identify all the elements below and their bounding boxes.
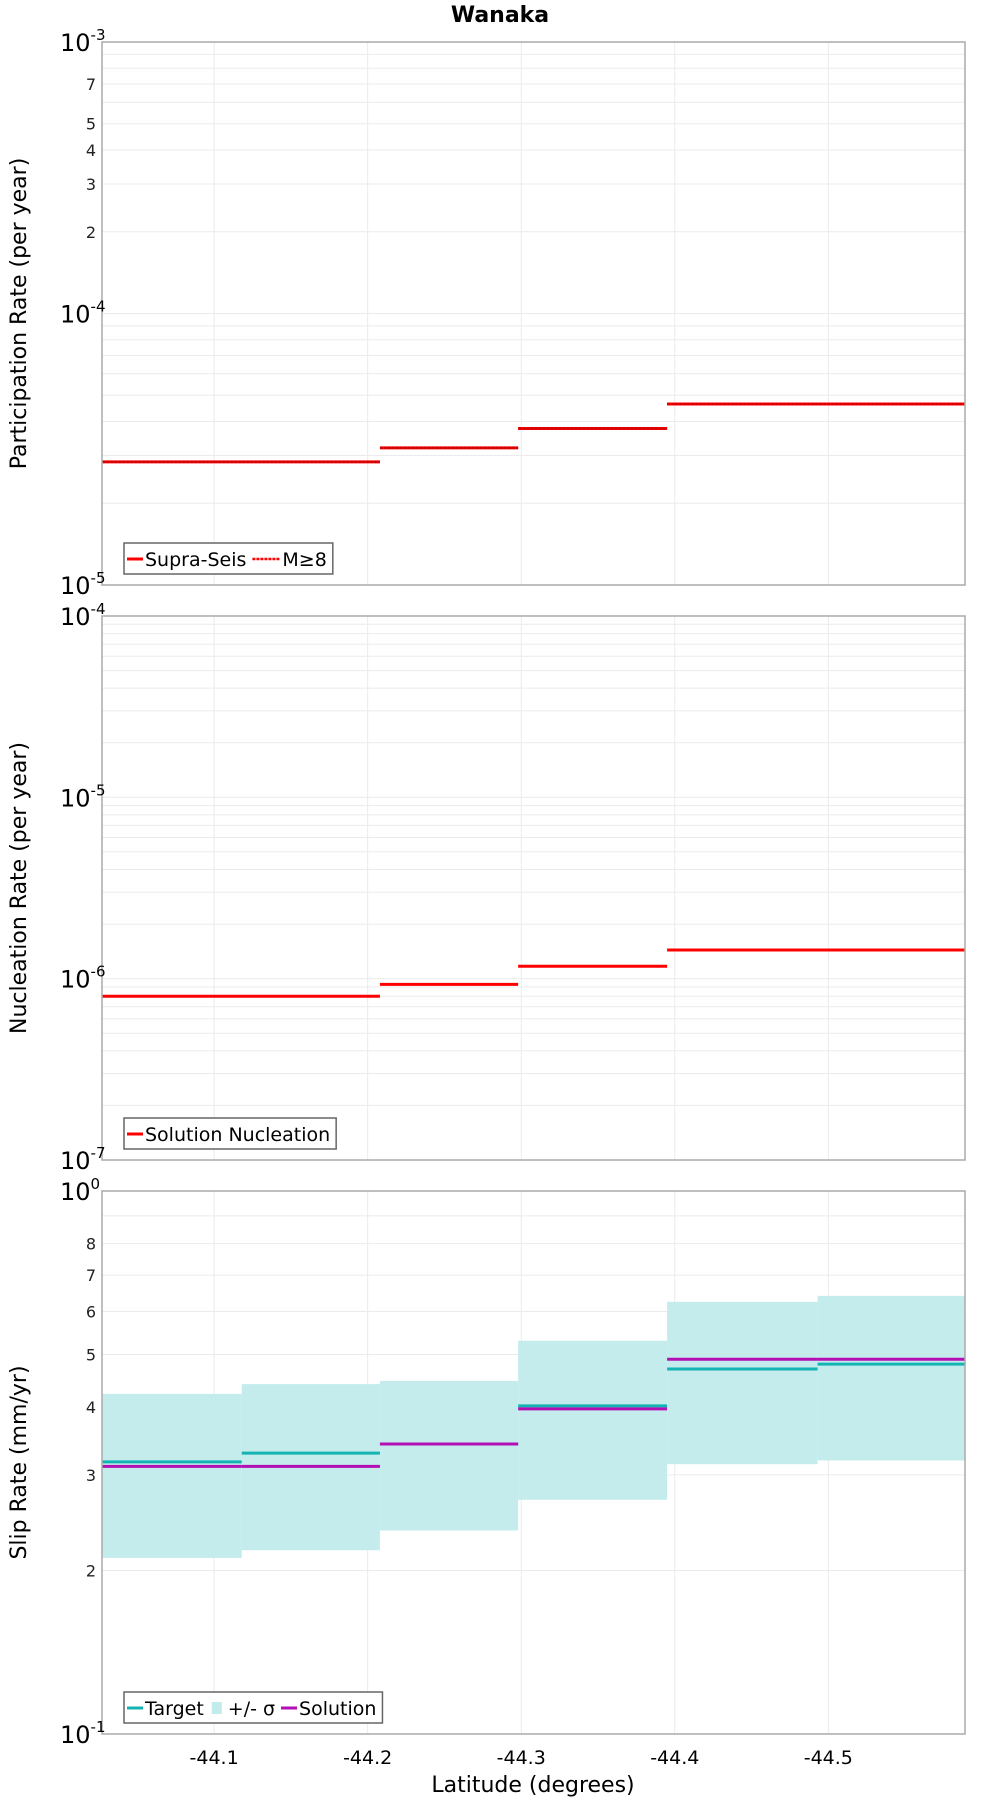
x-axis-label: Latitude (degrees)	[431, 1773, 634, 1798]
plot-frame	[101, 1190, 966, 1735]
y-minor-tick-label: 2	[86, 223, 96, 242]
legend-label: +/- σ	[228, 1698, 275, 1720]
legend-label: Target	[144, 1698, 204, 1720]
y-tick-label: 10-5	[60, 569, 106, 600]
panel-slip: 10-1 100 2 3 4 5 6 7 8 Slip Rate (mm/yr) -44.1 -44.…	[7, 1175, 966, 1769]
panel-nucleation: 10-7 10-6 10-5 10-4 Nucleation Rate (per yea…	[7, 600, 966, 1175]
x-tick-label: -44.5	[804, 1747, 853, 1769]
legend-swatch-band	[211, 1702, 222, 1714]
plot-frame	[101, 41, 966, 586]
plot-frame	[101, 615, 966, 1161]
y-tick-label: 10-5	[60, 781, 106, 812]
y-minor-tick-label: 7	[86, 1266, 96, 1285]
y-tick-label: 10-4	[60, 600, 106, 631]
sigma-band-segment	[667, 1301, 818, 1465]
y-minor-tick-label: 5	[86, 115, 96, 134]
plot-area	[102, 616, 965, 1160]
chart-title: Wanaka	[451, 3, 549, 28]
y-tick-label: 100	[60, 1175, 100, 1206]
legend-label: M≥8	[282, 549, 326, 571]
y-tick-label: 10-6	[60, 963, 106, 994]
x-tick-label: -44.2	[343, 1747, 392, 1769]
y-tick-label: 10-7	[60, 1144, 106, 1175]
y-minor-tick-label: 4	[86, 1398, 96, 1417]
panel-participation: 10-5 10-4 10-3 2 3 4 5 7 Participation Rate (per…	[7, 26, 966, 600]
sigma-band-segment	[518, 1340, 668, 1500]
y-minor-tick-label: 4	[86, 141, 96, 160]
y-minor-tick-label: 6	[86, 1302, 96, 1321]
y-minor-tick-label: 3	[86, 1466, 96, 1485]
sigma-band-segment	[102, 1393, 242, 1558]
sigma-band-segment	[817, 1295, 965, 1461]
y-axis-label: Participation Rate (per year)	[7, 158, 32, 470]
x-tick-label: -44.1	[190, 1747, 239, 1769]
y-minor-tick-label: 3	[86, 175, 96, 194]
legend: Target +/- σ Solution	[123, 1691, 384, 1724]
sigma-band-segment	[379, 1380, 519, 1531]
legend-box	[123, 1691, 384, 1724]
legend-label: Solution	[299, 1698, 376, 1720]
legend-label: Supra-Seis	[145, 549, 246, 571]
legend-box	[123, 542, 334, 575]
legend-label: Solution Nucleation	[145, 1124, 330, 1146]
y-axis-label: Slip Rate (mm/yr)	[7, 1365, 32, 1559]
legend-box	[123, 1117, 337, 1150]
y-tick-label: 10-4	[60, 298, 106, 329]
legend: Solution Nucleation	[123, 1117, 337, 1150]
y-tick-label: 10-1	[60, 1718, 106, 1749]
x-tick-label: -44.4	[650, 1747, 699, 1769]
y-minor-tick-label: 2	[86, 1562, 96, 1581]
y-minor-tick-label: 8	[86, 1235, 96, 1254]
y-minor-tick-label: 5	[86, 1345, 96, 1364]
legend: Supra-Seis M≥8	[123, 542, 334, 575]
y-axis-label: Nucleation Rate (per year)	[7, 742, 32, 1034]
x-tick-label: -44.3	[497, 1747, 546, 1769]
y-minor-tick-label: 7	[86, 75, 96, 94]
y-tick-label: 10-3	[60, 26, 106, 57]
